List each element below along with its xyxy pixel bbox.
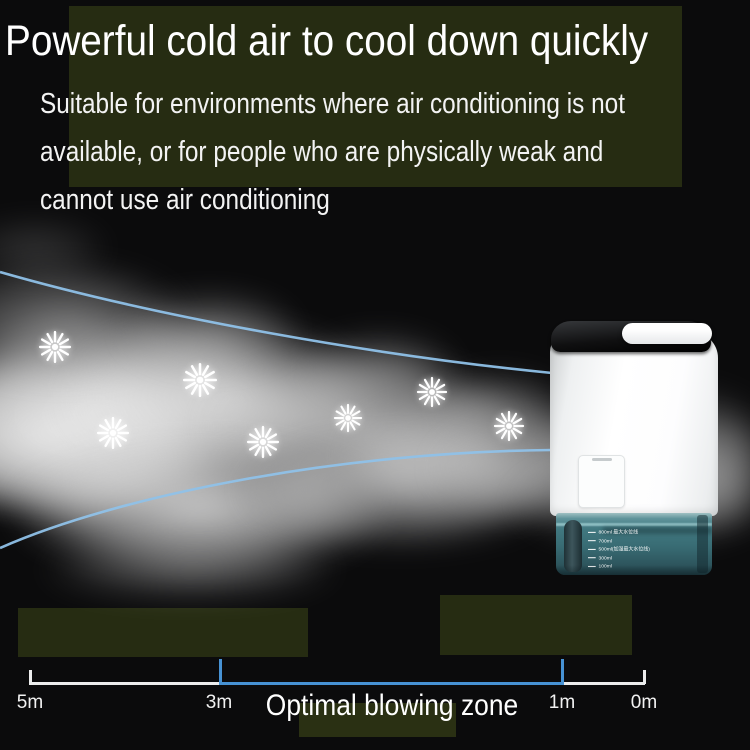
- water-level-label: 700ml: [598, 537, 612, 544]
- water-level-tick: [588, 531, 596, 533]
- tank-corner-column: [697, 515, 708, 573]
- water-surface-highlight: [556, 523, 712, 526]
- water-tank: 800ml 最大水位线 700ml 500ml(加湿最大水位线) 300ml 1…: [556, 513, 712, 575]
- water-shadow-streak: [602, 527, 712, 534]
- scale-end-tick-0m: [643, 670, 646, 684]
- watermark-block-top: [69, 6, 682, 187]
- distance-label-1m: 1m: [548, 692, 576, 713]
- water-level-label: 300ml: [598, 554, 612, 561]
- optimal-zone-label: Optimal blowing zone: [265, 689, 519, 722]
- water-level-tick: [588, 557, 596, 559]
- water-level-label: 500ml(加湿最大水位线): [598, 546, 650, 552]
- description-line: cannot use air conditioning: [40, 184, 330, 216]
- description: Suitable for environments where air cond…: [40, 80, 736, 224]
- distance-label-5m: 5m: [16, 692, 44, 713]
- cooler-handle: [622, 323, 712, 344]
- water-level-label: 800ml 最大水位线: [598, 529, 639, 535]
- water-level-tick: [588, 548, 596, 550]
- watermark-block-bottom-left: [18, 608, 308, 657]
- distance-label-3m: 3m: [205, 692, 233, 713]
- optimal-zone-segment: [219, 681, 564, 685]
- headline: Powerful cold air to cool down quickly: [5, 17, 649, 65]
- scale-end-tick-5m: [29, 670, 32, 684]
- pump-tube: [564, 520, 582, 572]
- water-level-tick: [588, 540, 596, 542]
- zone-tick-1m: [561, 659, 564, 684]
- zone-tick-3m: [219, 659, 222, 684]
- water-level-mark: 700ml: [588, 537, 650, 546]
- water-level-mark: 800ml 最大水位线: [588, 528, 650, 537]
- tank-bottom-shadow: [556, 565, 712, 575]
- water-level-mark: 500ml(加湿最大水位线): [588, 545, 650, 554]
- distance-label-0m: 0m: [630, 692, 658, 713]
- watermark-block-bottom-center: [299, 703, 456, 737]
- water-level-mark: 300ml: [588, 554, 650, 563]
- watermark-block-bottom-right: [440, 595, 632, 655]
- description-line: Suitable for environments where air cond…: [40, 88, 625, 120]
- description-line: available, or for people who are physica…: [40, 136, 604, 168]
